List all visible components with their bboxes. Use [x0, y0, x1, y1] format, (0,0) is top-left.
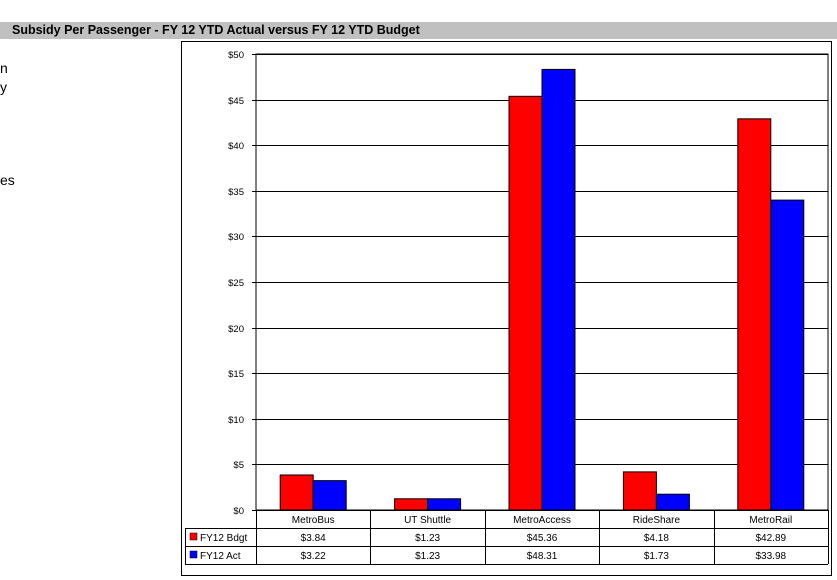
x-tick-label: MetroBus — [292, 515, 335, 526]
legend-label: FY12 Act — [200, 551, 241, 562]
y-tick-label: $20 — [228, 324, 244, 335]
data-label: $33.98 — [756, 551, 787, 562]
bar — [279, 474, 314, 511]
x-tick-label: UT Shuttle — [404, 515, 451, 526]
bar — [770, 199, 805, 511]
data-label: $4.18 — [644, 533, 669, 544]
bar — [737, 118, 772, 511]
text-fragment: n — [0, 60, 8, 76]
text-fragment: y — [0, 79, 7, 95]
data-label: $48.31 — [527, 551, 558, 562]
legend-swatch — [189, 550, 198, 559]
data-label: $3.84 — [301, 533, 326, 544]
x-tick-label: MetroAccess — [513, 515, 571, 526]
legend-label: FY12 Bdgt — [200, 533, 247, 544]
y-tick-label: $45 — [228, 96, 244, 107]
y-tick-label: $40 — [228, 141, 244, 152]
y-tick-label: $10 — [228, 415, 244, 426]
x-tick-label: MetroRail — [749, 515, 792, 526]
data-label: $45.36 — [527, 533, 558, 544]
y-tick-label: $0 — [233, 506, 244, 517]
bar — [427, 498, 462, 511]
y-tick-label: $50 — [228, 50, 244, 61]
data-label: $3.22 — [301, 551, 326, 562]
bar — [394, 498, 429, 511]
y-tick-label: $5 — [233, 460, 244, 471]
bar — [312, 480, 347, 511]
y-tick-label: $30 — [228, 232, 244, 243]
legend-swatch — [189, 532, 198, 541]
chart-title: Subsidy Per Passenger - FY 12 YTD Actual… — [0, 22, 837, 39]
bar — [622, 471, 657, 511]
y-tick-label: $35 — [228, 187, 244, 198]
data-label: $1.73 — [644, 551, 669, 562]
y-tick-label: $15 — [228, 369, 244, 380]
bar — [508, 95, 543, 511]
data-label: $1.23 — [415, 551, 440, 562]
data-label: $1.23 — [415, 533, 440, 544]
text-fragment: es — [0, 172, 15, 188]
bar — [655, 493, 690, 511]
data-label: $42.89 — [756, 533, 787, 544]
x-tick-label: RideShare — [633, 515, 681, 526]
bar — [541, 68, 576, 511]
y-tick-label: $25 — [228, 278, 244, 289]
